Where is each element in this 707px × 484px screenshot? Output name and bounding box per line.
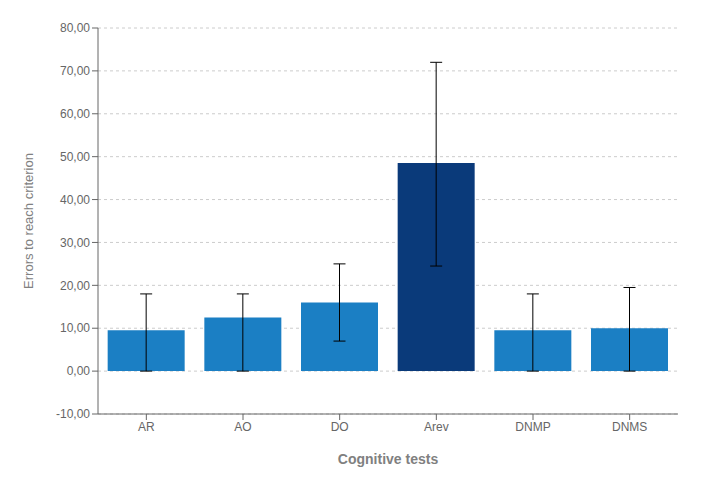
svg-text:60,00: 60,00 <box>60 107 90 121</box>
svg-text:AO: AO <box>234 420 251 434</box>
svg-text:50,00: 50,00 <box>60 150 90 164</box>
svg-text:AR: AR <box>138 420 155 434</box>
svg-text:DNMS: DNMS <box>612 420 647 434</box>
svg-text:70,00: 70,00 <box>60 64 90 78</box>
svg-text:40,00: 40,00 <box>60 193 90 207</box>
svg-text:-10,00: -10,00 <box>56 407 90 421</box>
svg-text:20,00: 20,00 <box>60 279 90 293</box>
svg-text:10,00: 10,00 <box>60 321 90 335</box>
svg-text:Errors to reach criterion: Errors to reach criterion <box>21 153 36 289</box>
svg-text:Cognitive tests: Cognitive tests <box>338 451 439 467</box>
svg-text:0,00: 0,00 <box>67 364 91 378</box>
svg-text:DO: DO <box>331 420 349 434</box>
svg-text:30,00: 30,00 <box>60 236 90 250</box>
svg-text:Arev: Arev <box>424 420 449 434</box>
svg-text:DNMP: DNMP <box>515 420 550 434</box>
svg-text:80,00: 80,00 <box>60 21 90 35</box>
